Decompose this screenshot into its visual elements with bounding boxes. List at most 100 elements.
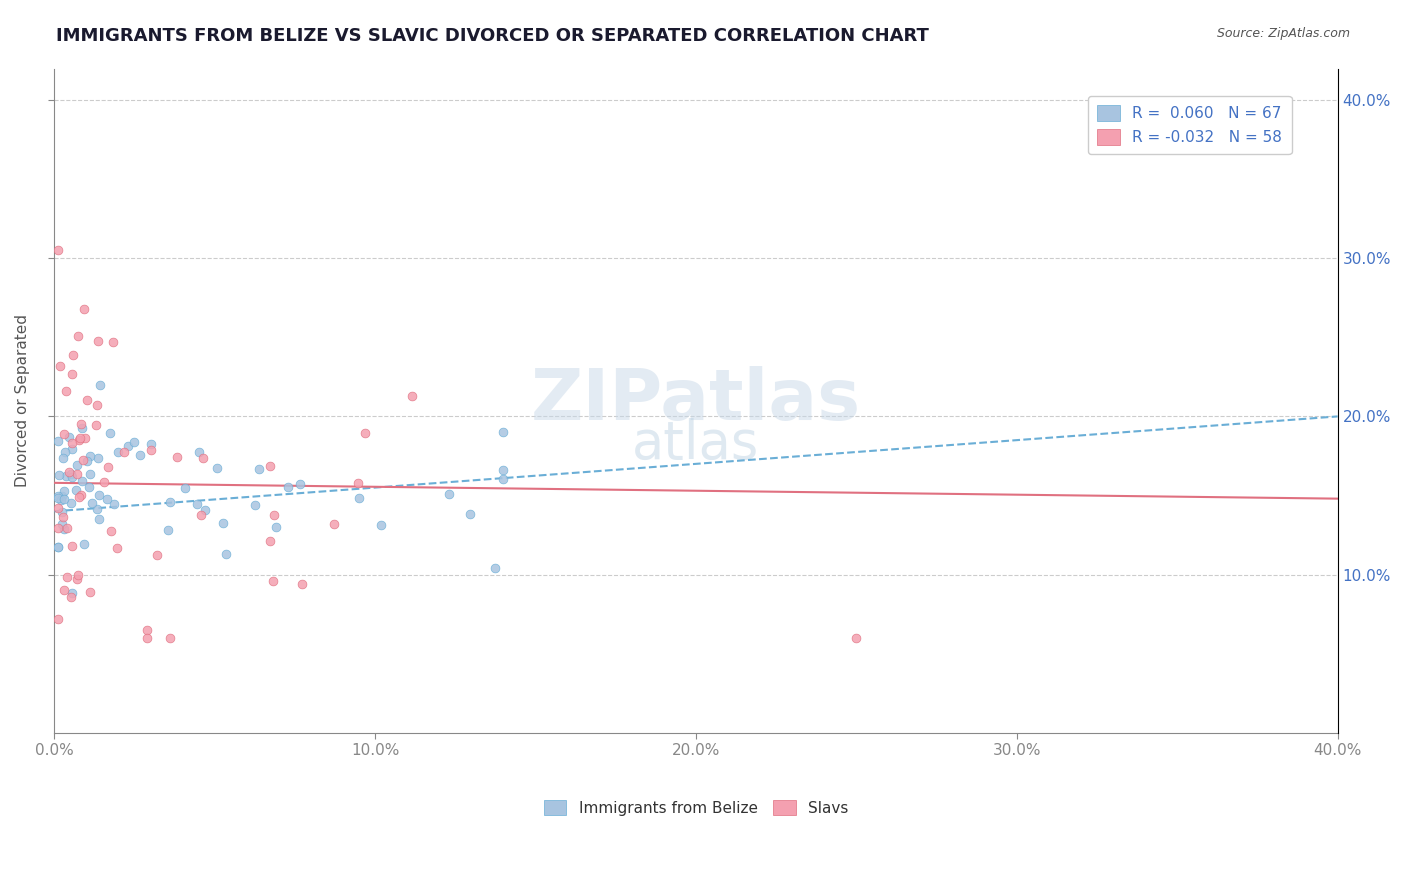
Point	[86, 501, 108, 516]
Point	[484, 560, 506, 574]
Point	[52, 510, 75, 524]
Point	[51, 489, 73, 503]
Point	[259, 458, 281, 473]
Point	[60, 591, 83, 605]
Point	[135, 623, 157, 637]
Point	[46, 500, 69, 515]
Point	[52, 451, 75, 466]
Point	[97, 460, 120, 475]
Point	[76, 454, 98, 468]
Point	[72, 452, 94, 467]
Point	[69, 431, 91, 445]
Point	[139, 437, 162, 451]
Point	[243, 498, 266, 512]
Point	[159, 495, 181, 509]
Point	[105, 541, 128, 555]
Point	[401, 389, 423, 403]
Point	[52, 522, 75, 536]
Point	[66, 572, 89, 586]
Point	[46, 540, 69, 554]
Point	[122, 434, 145, 449]
Point	[86, 398, 108, 412]
Point	[112, 444, 135, 458]
Point	[492, 472, 515, 486]
Point	[58, 465, 80, 479]
Point	[49, 359, 72, 374]
Point	[84, 417, 107, 432]
Point	[46, 540, 69, 554]
Point	[60, 367, 83, 381]
Point	[67, 490, 90, 504]
Point	[51, 505, 73, 519]
Point	[49, 492, 72, 507]
Point	[264, 520, 287, 534]
Point	[62, 348, 84, 362]
Point	[46, 244, 69, 258]
Point	[191, 450, 214, 465]
Point	[139, 442, 162, 457]
Point	[79, 449, 101, 463]
Point	[87, 334, 110, 348]
Point	[53, 427, 76, 442]
Point	[117, 439, 139, 453]
Point	[67, 433, 90, 447]
Point	[77, 480, 100, 494]
Point	[247, 461, 270, 475]
Point	[70, 421, 93, 435]
Point	[107, 445, 129, 459]
Point	[60, 539, 83, 553]
Point	[60, 442, 83, 456]
Point	[55, 468, 77, 483]
Point	[263, 508, 285, 523]
Point	[93, 475, 115, 489]
Text: Source: ZipAtlas.com: Source: ZipAtlas.com	[1216, 27, 1350, 40]
Point	[46, 489, 69, 503]
Point	[82, 496, 104, 510]
Point	[173, 481, 195, 495]
Point	[46, 521, 69, 535]
Point	[437, 487, 460, 501]
Point	[51, 516, 73, 531]
Point	[60, 470, 83, 484]
Point	[156, 523, 179, 537]
Point	[55, 521, 77, 535]
Point	[66, 568, 89, 582]
Point	[146, 549, 169, 563]
Point	[59, 496, 82, 510]
Y-axis label: Divorced or Separated: Divorced or Separated	[15, 314, 30, 487]
Point	[370, 517, 392, 532]
Point	[46, 491, 69, 505]
Point	[188, 445, 211, 459]
Text: ZIPatlas: ZIPatlas	[531, 366, 860, 435]
Point	[60, 436, 83, 450]
Point	[59, 467, 82, 482]
Point	[129, 448, 152, 462]
Point	[290, 576, 312, 591]
Point	[53, 491, 76, 506]
Point	[190, 508, 212, 522]
Point	[259, 533, 281, 548]
Point	[66, 458, 89, 472]
Point	[492, 463, 515, 477]
Point	[79, 585, 101, 599]
Point	[65, 467, 87, 482]
Point	[46, 434, 69, 448]
Point	[277, 480, 299, 494]
Point	[215, 547, 238, 561]
Point	[53, 445, 76, 459]
Point	[87, 450, 110, 465]
Point	[66, 329, 89, 343]
Point	[290, 476, 312, 491]
Point	[212, 516, 235, 530]
Point	[347, 475, 370, 490]
Point	[89, 512, 111, 526]
Text: atlas: atlas	[633, 417, 759, 470]
Point	[73, 301, 96, 316]
Point	[46, 612, 69, 626]
Point	[76, 392, 98, 407]
Point	[186, 498, 208, 512]
Point	[262, 574, 284, 588]
Text: IMMIGRANTS FROM BELIZE VS SLAVIC DIVORCED OR SEPARATED CORRELATION CHART: IMMIGRANTS FROM BELIZE VS SLAVIC DIVORCE…	[56, 27, 929, 45]
Point	[70, 488, 93, 502]
Point	[100, 524, 122, 538]
